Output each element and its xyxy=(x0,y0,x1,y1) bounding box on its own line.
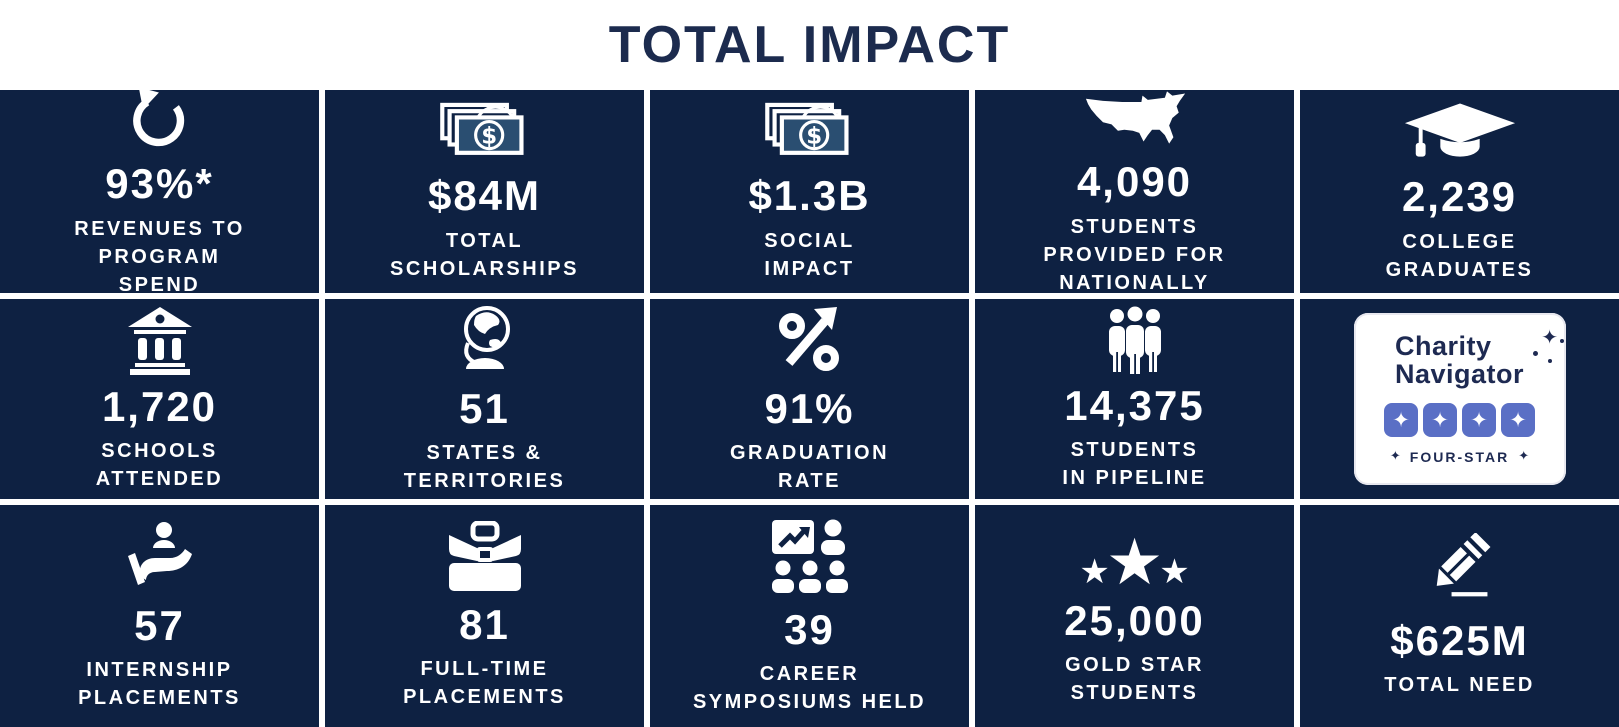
sparkle-dot-icon xyxy=(1548,359,1553,364)
money-bills-icon: $ xyxy=(435,100,535,164)
rating-star-icon: ✦ xyxy=(1423,402,1457,437)
stat-value: $625M xyxy=(1390,616,1529,664)
tile-social-impact: $ $1.3B SOCIAL IMPACT xyxy=(650,90,969,293)
stat-label: COLLEGE GRADUATES xyxy=(1385,230,1534,281)
tile-total-scholarships: $ $84M TOTAL SCHOLARSHIPS xyxy=(325,90,644,293)
desk-globe-icon xyxy=(448,303,522,377)
tile-students-provided-nationally: 4,090 STUDENTS PROVIDED FOR NATIONALLY xyxy=(975,90,1294,294)
stat-label: INTERNSHIP PLACEMENTS xyxy=(78,659,241,710)
svg-text:$: $ xyxy=(481,124,497,150)
stat-label: SOCIAL IMPACT xyxy=(764,229,855,280)
stat-value: 93%* xyxy=(105,160,214,208)
impact-grid: 93%* REVENUES TO PROGRAM SPEND $ $84M TO… xyxy=(0,87,1619,727)
tile-full-time-placements: 81 FULL-TIME PLACEMENTS xyxy=(325,505,644,727)
stat-value: 39 xyxy=(784,605,835,653)
sparkle-icon: ✦ xyxy=(1541,325,1559,350)
tile-graduation-rate: 91% GRADUATION RATE xyxy=(650,299,969,499)
three-stars-icon: ★ ★ ★ xyxy=(1079,525,1190,595)
stat-value: 81 xyxy=(459,600,510,648)
tile-students-in-pipeline: 14,375 STUDENTS IN PIPELINE xyxy=(975,299,1294,499)
presentation-people-icon xyxy=(768,516,852,598)
percent-arrow-icon xyxy=(773,303,847,377)
stat-value: 57 xyxy=(134,601,185,649)
sparkle-dot-icon xyxy=(1560,339,1565,344)
stat-label: GRADUATION RATE xyxy=(729,442,890,493)
sparkle-icon: ✦ xyxy=(1389,449,1401,465)
charity-navigator-badge: Charity Navigator ✦ ✦ ✦ ✦ ✦ ✦ FOUR-STAR … xyxy=(1353,313,1566,485)
stat-label: TOTAL NEED xyxy=(1384,674,1535,697)
four-star-rating-row: ✦ ✦ ✦ ✦ xyxy=(1384,402,1535,437)
stat-label: STUDENTS IN PIPELINE xyxy=(1062,439,1207,490)
stat-value: 1,720 xyxy=(101,382,218,430)
small-star-icon: ★ xyxy=(1159,551,1190,592)
stat-value: 51 xyxy=(459,384,510,432)
stat-value: $84M xyxy=(427,172,542,220)
hand-holding-person-icon xyxy=(122,520,198,594)
stat-label: FULL-TIME PLACEMENTS xyxy=(403,658,566,709)
charity-navigator-name-line2: Navigator xyxy=(1394,359,1525,389)
tile-charity-navigator: Charity Navigator ✦ ✦ ✦ ✦ ✦ ✦ FOUR-STAR … xyxy=(1300,299,1619,499)
rating-star-icon: ✦ xyxy=(1384,402,1418,437)
stat-value: 25,000 xyxy=(1064,596,1205,644)
stat-label: SCHOOLS ATTENDED xyxy=(95,440,224,491)
title-bar: TOTAL IMPACT xyxy=(0,0,1619,90)
graduation-cap-icon xyxy=(1401,99,1519,165)
stat-value: 4,090 xyxy=(1076,158,1193,206)
stat-label: GOLD STAR STUDENTS xyxy=(1065,654,1204,705)
sparkle-dot-icon xyxy=(1533,351,1539,357)
tile-revenues-to-program-spend: 93%* REVENUES TO PROGRAM SPEND xyxy=(0,87,319,296)
three-people-icon xyxy=(1097,306,1173,374)
four-star-label-row: ✦ FOUR-STAR ✦ xyxy=(1390,449,1529,465)
small-star-icon: ★ xyxy=(1079,551,1110,592)
briefcase-icon xyxy=(442,520,528,593)
svg-text:$: $ xyxy=(806,124,822,150)
stat-label: STUDENTS PROVIDED FOR NATIONALLY xyxy=(1043,215,1226,294)
tile-career-symposiums-held: 39 CAREER SYMPOSIUMS HELD xyxy=(650,505,969,727)
stat-label: REVENUES TO PROGRAM SPEND xyxy=(74,217,245,296)
page-title: TOTAL IMPACT xyxy=(608,16,1011,74)
tile-gold-star-students: ★ ★ ★ 25,000 GOLD STAR STUDENTS xyxy=(975,505,1294,727)
rating-star-icon: ✦ xyxy=(1462,402,1496,437)
tile-total-need: $625M TOTAL NEED xyxy=(1300,505,1619,727)
stat-label: TOTAL SCHOLARSHIPS xyxy=(390,229,579,280)
tile-college-graduates: 2,239 COLLEGE GRADUATES xyxy=(1300,90,1619,293)
tile-schools-attended: 1,720 SCHOOLS ATTENDED xyxy=(0,299,319,499)
tile-internship-placements: 57 INTERNSHIP PLACEMENTS xyxy=(0,505,319,727)
stat-value: 14,375 xyxy=(1064,381,1205,429)
money-bills-icon: $ xyxy=(760,100,860,164)
sparkle-icon: ✦ xyxy=(1518,449,1530,465)
bank-building-icon xyxy=(124,305,196,375)
tile-states-territories: 51 STATES & TERRITORIES xyxy=(325,299,644,499)
rating-star-icon: ✦ xyxy=(1501,402,1535,437)
pencil-icon xyxy=(1422,532,1498,609)
stat-value: $1.3B xyxy=(748,172,871,220)
stat-label: STATES & TERRITORIES xyxy=(403,442,566,493)
charity-navigator-logo: Charity Navigator ✦ xyxy=(1394,327,1565,389)
stat-value: 2,239 xyxy=(1401,173,1518,221)
large-star-icon: ★ xyxy=(1105,525,1164,600)
stat-value: 91% xyxy=(764,384,855,432)
stat-label: CAREER SYMPOSIUMS HELD xyxy=(692,663,927,714)
refresh-arrow-icon xyxy=(124,84,196,152)
charity-navigator-name-line1: Charity xyxy=(1394,331,1492,362)
rating-label: FOUR-STAR xyxy=(1409,448,1510,465)
usa-map-icon xyxy=(1080,86,1190,150)
